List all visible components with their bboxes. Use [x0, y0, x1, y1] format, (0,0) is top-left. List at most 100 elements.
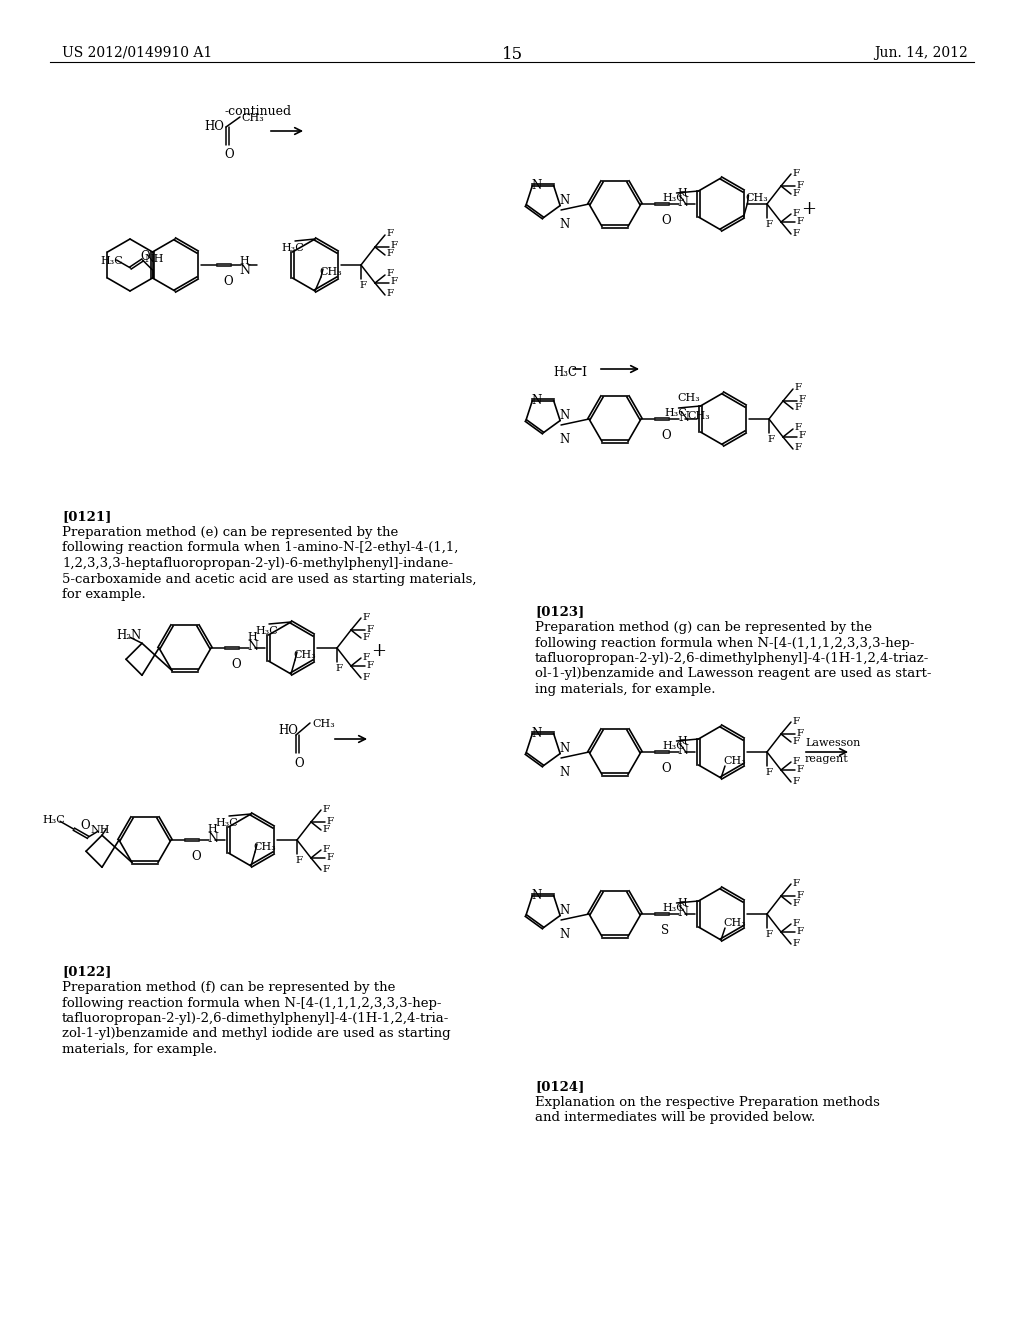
Text: Explanation on the respective Preparation methods: Explanation on the respective Preparatio… [535, 1096, 880, 1109]
Text: F: F [322, 865, 329, 874]
Text: CH₃: CH₃ [723, 917, 745, 928]
Text: CH₃: CH₃ [745, 193, 768, 203]
Text: 1,2,3,3,3-heptafluoropropan-2-yl)-6-methylphenyl]-indane-: 1,2,3,3,3-heptafluoropropan-2-yl)-6-meth… [62, 557, 454, 570]
Text: [0124]: [0124] [535, 1080, 585, 1093]
Text: F: F [390, 242, 397, 251]
Text: N: N [239, 264, 250, 277]
Text: H: H [677, 737, 687, 746]
Text: US 2012/0149910 A1: US 2012/0149910 A1 [62, 46, 212, 59]
Text: N: N [207, 832, 218, 845]
Text: N: N [678, 411, 689, 424]
Text: F: F [386, 249, 393, 259]
Text: Jun. 14, 2012: Jun. 14, 2012 [874, 46, 968, 59]
Text: H: H [207, 824, 217, 834]
Text: H: H [239, 256, 249, 267]
Text: 5-carboxamide and acetic acid are used as starting materials,: 5-carboxamide and acetic acid are used a… [62, 573, 476, 586]
Text: N: N [531, 180, 542, 191]
Text: [0123]: [0123] [535, 605, 585, 618]
Text: CH₃: CH₃ [687, 411, 710, 421]
Text: following reaction formula when 1-amino-N-[2-ethyl-4-(1,1,: following reaction formula when 1-amino-… [62, 541, 459, 554]
Text: H₂N: H₂N [116, 630, 141, 643]
Text: F: F [792, 919, 799, 928]
Text: F: F [792, 776, 799, 785]
Text: CH₃: CH₃ [723, 756, 745, 766]
Text: F: F [386, 289, 393, 298]
Text: CH₃: CH₃ [677, 393, 699, 403]
Text: following reaction formula when N-[4-(1,1,1,2,3,3,3-hep-: following reaction formula when N-[4-(1,… [62, 997, 441, 1010]
Text: following reaction formula when N-[4-(1,1,1,2,3,3,3-hep-: following reaction formula when N-[4-(1,… [535, 636, 914, 649]
Text: F: F [366, 660, 373, 669]
Text: F: F [792, 209, 799, 218]
Text: F: F [792, 228, 799, 238]
Text: F: F [792, 189, 799, 198]
Text: H₃C: H₃C [215, 818, 238, 828]
Text: F: F [796, 891, 803, 899]
Text: NH: NH [144, 253, 164, 264]
Text: N: N [559, 218, 569, 231]
Text: N: N [531, 393, 542, 407]
Text: F: F [765, 768, 772, 777]
Text: F: F [792, 717, 799, 726]
Text: ol-1-yl)benzamide and Lawesson reagent are used as start-: ol-1-yl)benzamide and Lawesson reagent a… [535, 668, 932, 681]
Text: N: N [247, 640, 258, 653]
Text: N: N [559, 742, 569, 755]
Text: F: F [794, 424, 801, 433]
Text: zol-1-yl)benzamide and methyl iodide are used as starting: zol-1-yl)benzamide and methyl iodide are… [62, 1027, 451, 1040]
Text: O: O [294, 756, 304, 770]
Text: H: H [677, 187, 687, 198]
Text: ing materials, for example.: ing materials, for example. [535, 682, 716, 696]
Text: O: O [191, 850, 201, 863]
Text: F: F [796, 764, 803, 774]
Text: N: N [559, 409, 569, 422]
Text: F: F [792, 899, 799, 908]
Text: F: F [322, 845, 329, 854]
Text: N: N [559, 766, 569, 779]
Text: Preparation method (e) can be represented by the: Preparation method (e) can be represente… [62, 525, 398, 539]
Text: H₃C: H₃C [100, 256, 123, 267]
Text: Lawesson: Lawesson [805, 738, 860, 748]
Text: O: O [223, 275, 232, 288]
Text: F: F [792, 169, 799, 177]
Text: H₃C: H₃C [665, 408, 687, 418]
Text: F: F [767, 436, 774, 444]
Text: tafluoropropan-2-yl)-2,6-dimethylphenyl]-4-(1H-1,2,4-triaz-: tafluoropropan-2-yl)-2,6-dimethylphenyl]… [535, 652, 930, 665]
Text: O: O [140, 249, 151, 263]
Text: N: N [677, 195, 688, 209]
Text: F: F [366, 624, 373, 634]
Text: N: N [559, 194, 569, 207]
Text: F: F [792, 879, 799, 887]
Text: H₃C: H₃C [281, 243, 304, 253]
Text: F: F [792, 737, 799, 746]
Text: F: F [322, 825, 329, 833]
Text: N: N [559, 928, 569, 941]
Text: F: F [326, 853, 333, 862]
Text: O: O [662, 429, 671, 442]
Text: N: N [677, 906, 688, 919]
Text: F: F [359, 281, 367, 290]
Text: F: F [796, 927, 803, 936]
Text: F: F [792, 939, 799, 948]
Text: H₃C: H₃C [663, 903, 685, 913]
Text: CH₃: CH₃ [312, 719, 335, 729]
Text: Preparation method (g) can be represented by the: Preparation method (g) can be represente… [535, 620, 872, 634]
Text: for example.: for example. [62, 587, 145, 601]
Text: F: F [362, 632, 369, 642]
Text: CH₃: CH₃ [253, 842, 275, 851]
Text: F: F [362, 652, 369, 661]
Text: reagent: reagent [805, 754, 849, 764]
Text: H₃C: H₃C [663, 193, 685, 203]
Text: F: F [326, 817, 333, 825]
Text: Preparation method (f) can be represented by the: Preparation method (f) can be represente… [62, 981, 395, 994]
Text: HO: HO [278, 725, 298, 738]
Text: F: F [796, 181, 803, 190]
Text: H₃C: H₃C [42, 816, 65, 825]
Text: N: N [531, 727, 542, 741]
Text: N: N [677, 744, 688, 756]
Text: F: F [796, 729, 803, 738]
Text: O: O [662, 762, 671, 775]
Text: F: F [794, 404, 801, 412]
Text: H₃C: H₃C [255, 626, 278, 636]
Text: 15: 15 [502, 46, 522, 63]
Text: CH₃: CH₃ [293, 649, 315, 660]
Text: F: F [335, 664, 342, 673]
